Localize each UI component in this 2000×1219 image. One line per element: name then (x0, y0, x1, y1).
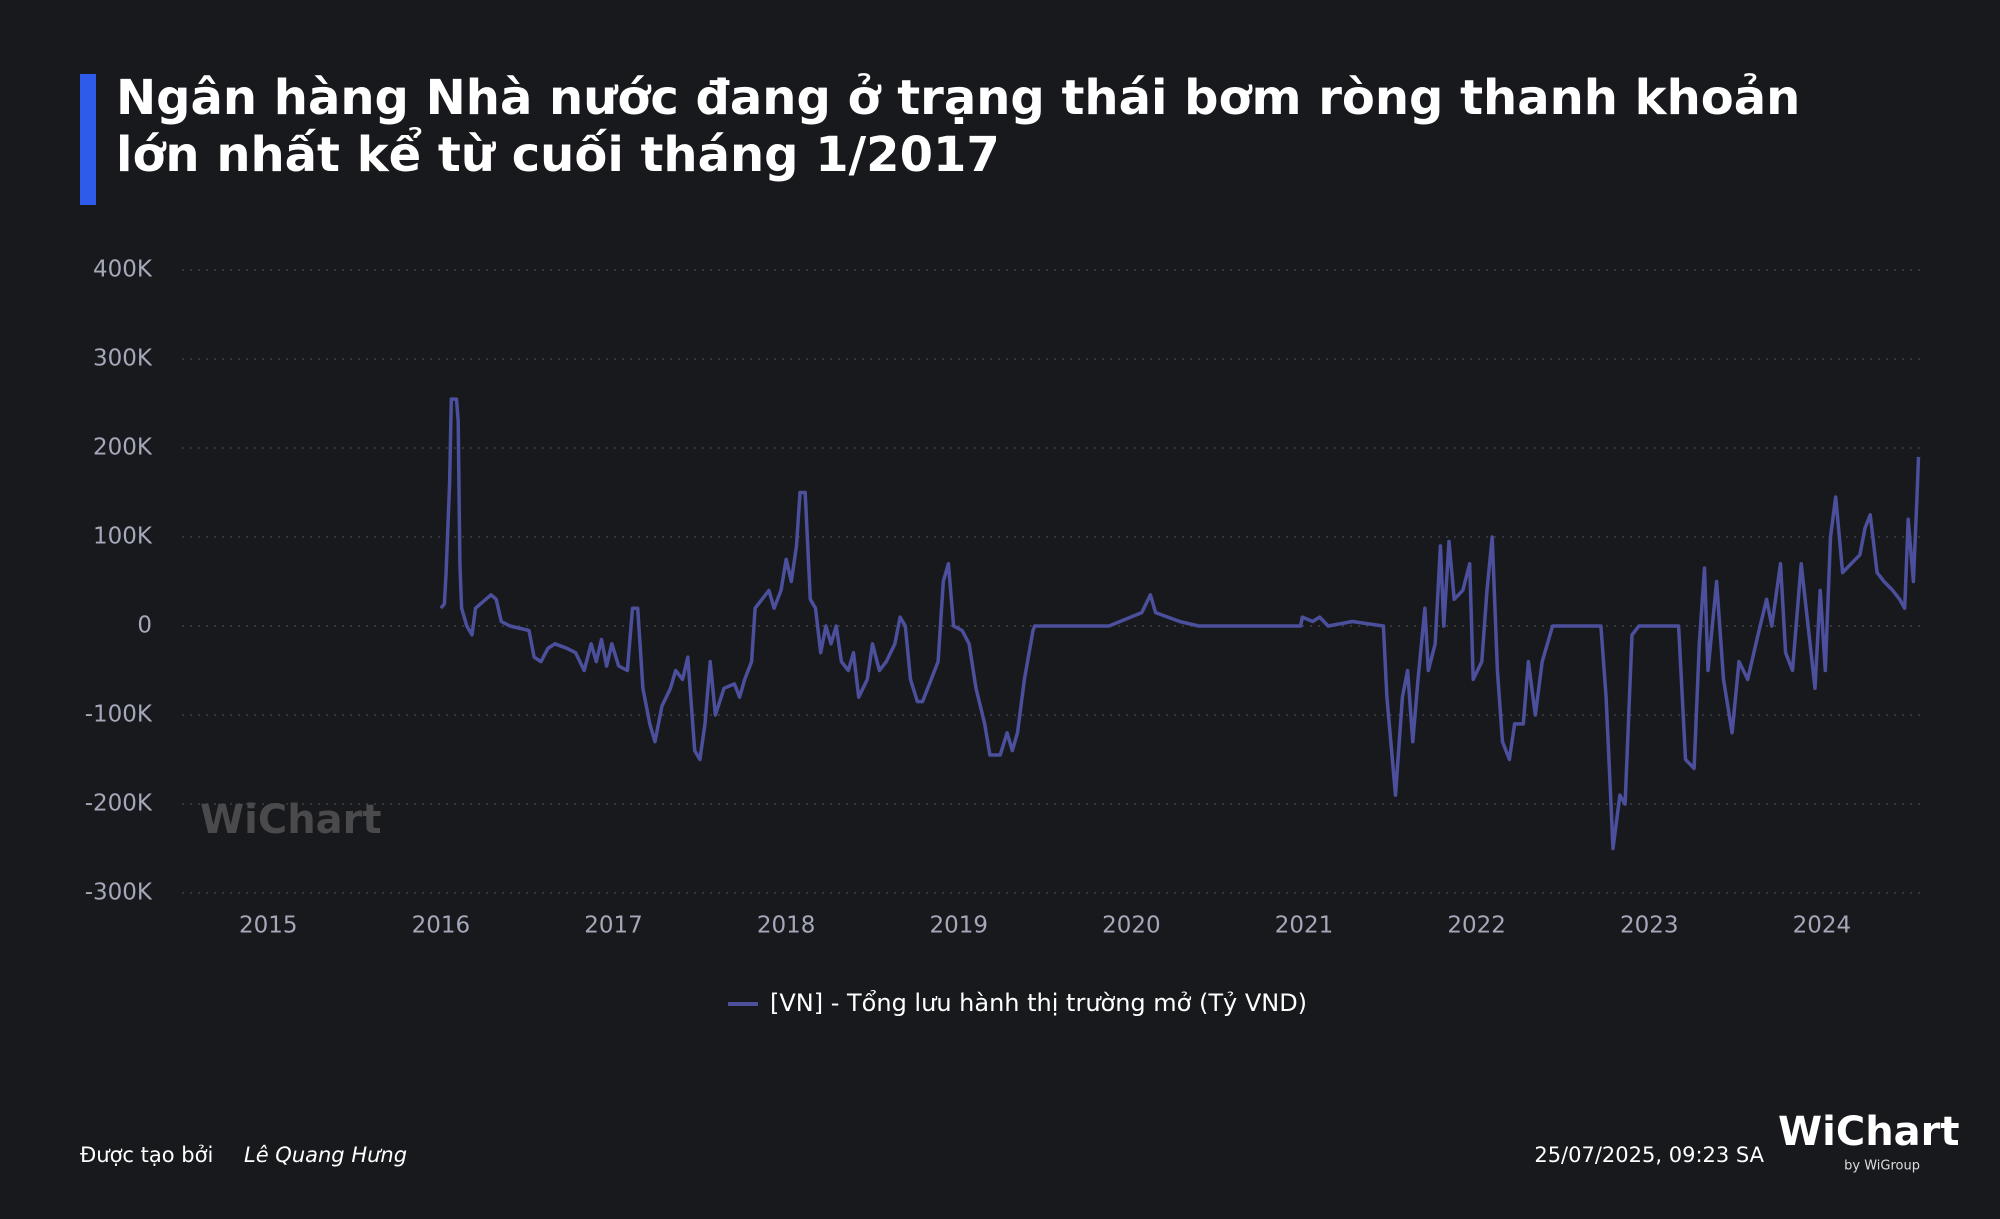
x-tick-label: 2015 (239, 913, 298, 939)
legend-label[interactable]: [VN] - Tổng lưu hành thị trường mở (Tỷ V… (770, 989, 1307, 1017)
logo-sub: by WiGroup (1844, 1159, 1920, 1174)
y-tick-label: 200K (93, 435, 153, 461)
y-tick-label: -300K (85, 880, 153, 906)
timestamp: 25/07/2025, 09:23 SA (1534, 1143, 1764, 1167)
y-tick-label: -200K (85, 791, 153, 817)
y-tick-label: -100K (85, 702, 153, 728)
y-tick-label: 300K (93, 346, 153, 372)
watermark: WiChart (200, 797, 382, 843)
y-tick-label: 400K (93, 257, 153, 283)
x-tick-label: 2024 (1793, 913, 1852, 939)
series-line (439, 397, 1921, 851)
author: Lê Quang Hưng (244, 1143, 408, 1167)
logo: WiChart (1778, 1109, 1960, 1155)
x-tick-label: 2021 (1275, 913, 1334, 939)
x-tick-label: 2022 (1447, 913, 1506, 939)
x-tick-label: 2023 (1620, 913, 1679, 939)
y-tick-label: 100K (93, 524, 153, 550)
title-accent (80, 74, 96, 205)
x-tick-label: 2019 (930, 913, 989, 939)
chart-title: Ngân hàng Nhà nước đang ở trạng thái bơm… (116, 70, 1801, 183)
y-tick-label: 0 (137, 613, 152, 639)
x-tick-label: 2017 (584, 913, 643, 939)
created-by: Được tạo bởi (80, 1143, 214, 1167)
x-tick-label: 2016 (412, 913, 471, 939)
x-tick-label: 2018 (757, 913, 816, 939)
x-tick-label: 2020 (1102, 913, 1161, 939)
